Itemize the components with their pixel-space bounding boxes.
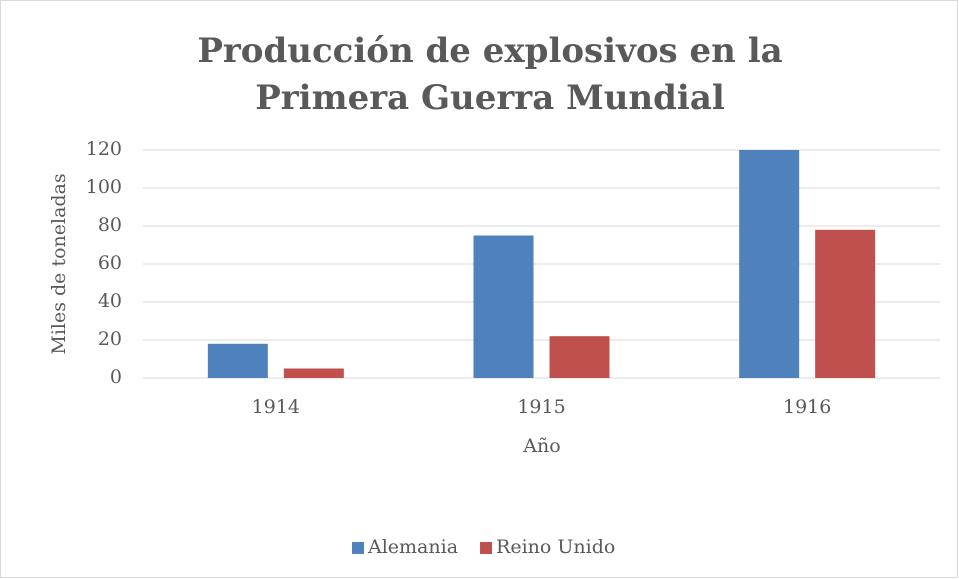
x-tick-label: 1914: [252, 396, 300, 418]
chart-title-line: Primera Guerra Mundial: [255, 78, 725, 118]
y-tick-label: 20: [98, 328, 122, 350]
legend-swatch: [352, 542, 364, 554]
y-tick-label: 40: [98, 290, 122, 312]
bar: [815, 229, 876, 378]
bar: [207, 343, 268, 378]
chart-title-line: Producción de explosivos en la: [197, 31, 782, 71]
y-tick-label: 0: [110, 366, 122, 388]
bar: [549, 336, 610, 378]
y-axis-label: Miles de toneladas: [48, 173, 70, 354]
legend-label: Alemania: [367, 536, 458, 558]
x-tick-label: 1916: [783, 396, 831, 418]
x-axis-label: Año: [522, 435, 560, 457]
y-tick-label: 120: [86, 138, 122, 160]
bar: [473, 235, 534, 378]
y-tick-label: 60: [98, 252, 122, 274]
x-tick-label: 1915: [517, 396, 565, 418]
y-tick-label: 80: [98, 214, 122, 236]
bar: [739, 150, 800, 378]
legend-label: Reino Unido: [496, 536, 615, 558]
y-tick-label: 100: [86, 176, 122, 198]
bar: [283, 368, 344, 378]
legend-swatch: [480, 542, 493, 554]
